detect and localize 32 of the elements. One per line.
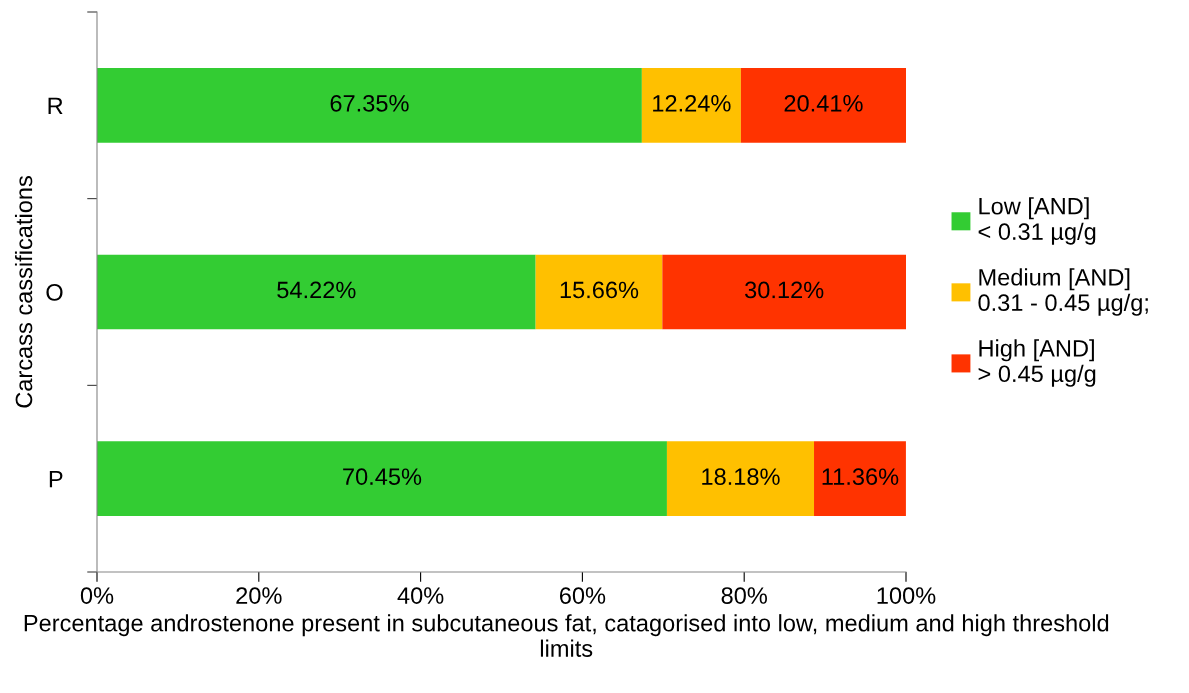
bar	[814, 441, 906, 516]
data-label: 15.66%	[560, 281, 639, 299]
bar	[97, 68, 642, 143]
y-axis-title: Carcass cassifications	[14, 176, 33, 408]
bar	[662, 254, 906, 330]
data-label: 20.41%	[784, 94, 863, 112]
data-label: 54.22%	[277, 281, 356, 299]
x-tick-label: 0%	[80, 587, 114, 604]
bar	[666, 441, 815, 516]
data-label: 70.45%	[343, 468, 422, 485]
y-tick-label: P	[49, 470, 63, 488]
data-label: 12.24%	[653, 94, 731, 112]
x-tick-label: 80%	[721, 587, 767, 604]
legend-label: Medium [AND] 0.31 - 0.45 µg/g;	[978, 268, 1148, 316]
bar	[740, 68, 906, 143]
data-label: 18.18%	[702, 468, 780, 485]
x-axis-title: Percentage androstenone present in subcutaneous fat, catagorised into low, medium and high threshold limits	[24, 614, 1109, 657]
x-tick-label: 60%	[559, 587, 606, 604]
y-tick-label: R	[48, 97, 63, 114]
legend-label: High [AND] > 0.45 µg/g	[978, 339, 1096, 387]
data-label: 30.12%	[745, 281, 824, 299]
legend-label: Low [AND] < 0.31 µg/g	[978, 197, 1096, 245]
bar	[97, 441, 667, 516]
x-tick-label: 20%	[236, 587, 282, 604]
x-tick-label: 100%	[877, 587, 936, 604]
data-label: 67.35%	[330, 94, 409, 112]
bar	[535, 254, 663, 330]
bar	[97, 254, 536, 330]
data-label: 11.36%	[822, 468, 899, 485]
y-tick-label: O	[46, 284, 63, 301]
bar	[641, 68, 741, 143]
x-tick-label: 40%	[397, 587, 444, 604]
